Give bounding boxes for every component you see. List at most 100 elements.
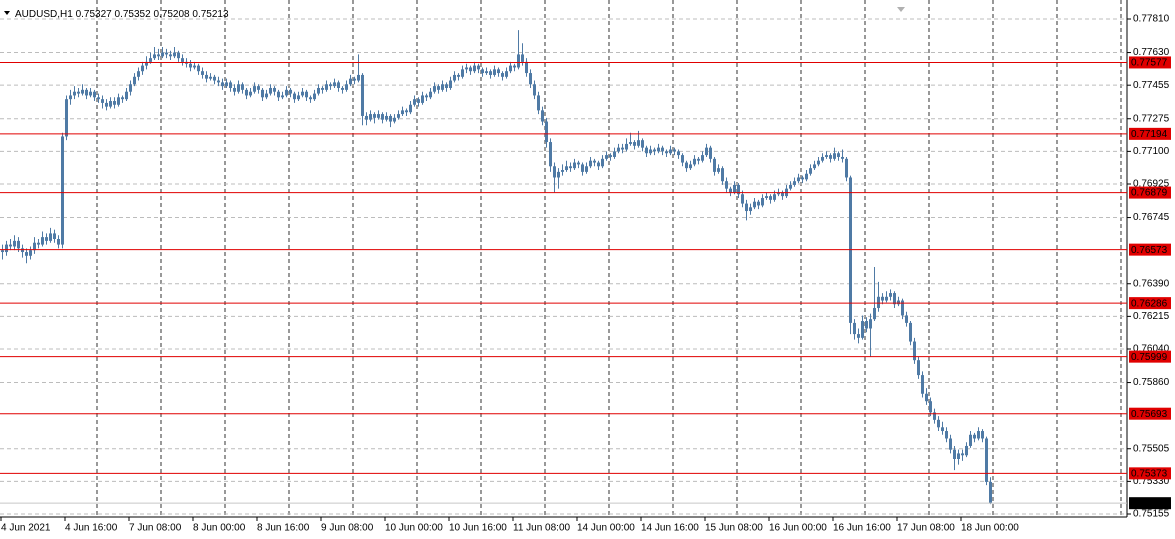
- candle-body: [617, 147, 620, 152]
- candle-body: [573, 162, 576, 169]
- candle-body: [929, 401, 932, 413]
- y-tick-label: 0.76215: [1133, 311, 1170, 322]
- x-tick-label: 11 Jun 08:00: [513, 523, 571, 534]
- candle-body: [73, 91, 76, 96]
- candle-body: [941, 427, 944, 432]
- candle-body: [425, 95, 428, 98]
- candle-body: [973, 434, 976, 439]
- candle-body: [761, 197, 764, 206]
- candle-body: [125, 91, 128, 100]
- candle-body: [253, 86, 256, 92]
- level-label-box: [1129, 407, 1171, 420]
- x-tick-label: 7 Jun 08:00: [129, 523, 182, 534]
- x-tick-label: 9 Jun 08:00: [321, 523, 374, 534]
- candle-body: [181, 58, 184, 62]
- candle-body: [621, 147, 624, 150]
- candle-body: [481, 69, 484, 74]
- y-tick-label: 0.77630: [1133, 47, 1170, 58]
- candle-body: [301, 91, 304, 96]
- candle-body: [657, 147, 660, 152]
- candle-body: [625, 143, 628, 150]
- candle-body: [317, 87, 320, 94]
- candle-body: [845, 158, 848, 178]
- candle-body: [61, 136, 64, 245]
- candle-body: [45, 237, 48, 241]
- y-tick-label: 0.75330: [1133, 476, 1170, 487]
- candle-body: [433, 86, 436, 92]
- candle-body: [653, 149, 656, 152]
- candle-body: [897, 300, 900, 305]
- candle-body: [985, 438, 988, 482]
- candle-body: [805, 173, 808, 180]
- candle-body: [225, 82, 228, 87]
- candle-body: [409, 104, 412, 113]
- candle-body: [729, 188, 732, 193]
- level-label: 0.76573: [1131, 245, 1168, 256]
- candle-body: [405, 110, 408, 113]
- candle-body: [965, 445, 968, 456]
- candle-body: [589, 160, 592, 167]
- candle-body: [765, 196, 768, 198]
- candle-body: [325, 84, 328, 90]
- candle-body: [981, 431, 984, 439]
- candle-body: [629, 142, 632, 144]
- candle-body: [565, 166, 568, 171]
- candle-body: [517, 54, 520, 68]
- candle-body: [9, 244, 12, 247]
- level-label: 0.76286: [1131, 298, 1168, 309]
- candle-body: [65, 99, 68, 137]
- level-label: 0.75999: [1131, 352, 1168, 363]
- level-label: 0.77577: [1131, 58, 1168, 69]
- level-label-box: [1129, 186, 1171, 199]
- candle-body: [265, 93, 268, 98]
- candle-body: [25, 252, 28, 256]
- candle-body: [1, 250, 4, 253]
- candle-body: [501, 73, 504, 77]
- candle-body: [685, 162, 688, 169]
- candle-body: [321, 87, 324, 90]
- candle-body: [89, 91, 92, 96]
- candle-body: [177, 52, 180, 59]
- candle-body: [273, 87, 276, 92]
- candle-body: [577, 162, 580, 165]
- candle-body: [397, 114, 400, 118]
- current-price-box: [1129, 497, 1171, 510]
- candle-body: [193, 65, 196, 68]
- symbol: AUDUSD,H1: [15, 9, 73, 20]
- candle-body: [361, 74, 364, 116]
- x-tick-label: 15 Jun 08:00: [705, 523, 763, 534]
- candle-body: [649, 149, 652, 154]
- candle-body: [245, 89, 248, 96]
- candle-body: [849, 177, 852, 323]
- candle-body: [337, 82, 340, 88]
- candle-body: [841, 156, 844, 159]
- candle-body: [717, 168, 720, 172]
- candle-body: [149, 58, 152, 62]
- candle-body: [437, 86, 440, 90]
- y-tick-label: 0.77275: [1133, 113, 1170, 124]
- candle-body: [545, 121, 548, 143]
- candle-body: [637, 140, 640, 146]
- candle-body: [233, 87, 236, 92]
- candle-body: [829, 155, 832, 159]
- candle-body: [493, 69, 496, 75]
- candle-body: [281, 95, 284, 98]
- candle-body: [205, 74, 208, 79]
- candle-body: [633, 142, 636, 146]
- candle-body: [353, 78, 356, 81]
- candle-body: [121, 97, 124, 100]
- candle-body: [21, 248, 24, 253]
- candle-body: [665, 151, 668, 154]
- candle-body: [977, 431, 980, 439]
- candle-body: [549, 142, 552, 167]
- candle-body: [605, 155, 608, 159]
- candle-body: [489, 71, 492, 75]
- candle-body: [345, 84, 348, 90]
- candle-body: [609, 155, 612, 157]
- candle-body: [429, 91, 432, 98]
- level-label-box: [1129, 297, 1171, 310]
- candle-body: [721, 168, 724, 182]
- level-label-box: [1129, 127, 1171, 140]
- candle-body: [385, 115, 388, 120]
